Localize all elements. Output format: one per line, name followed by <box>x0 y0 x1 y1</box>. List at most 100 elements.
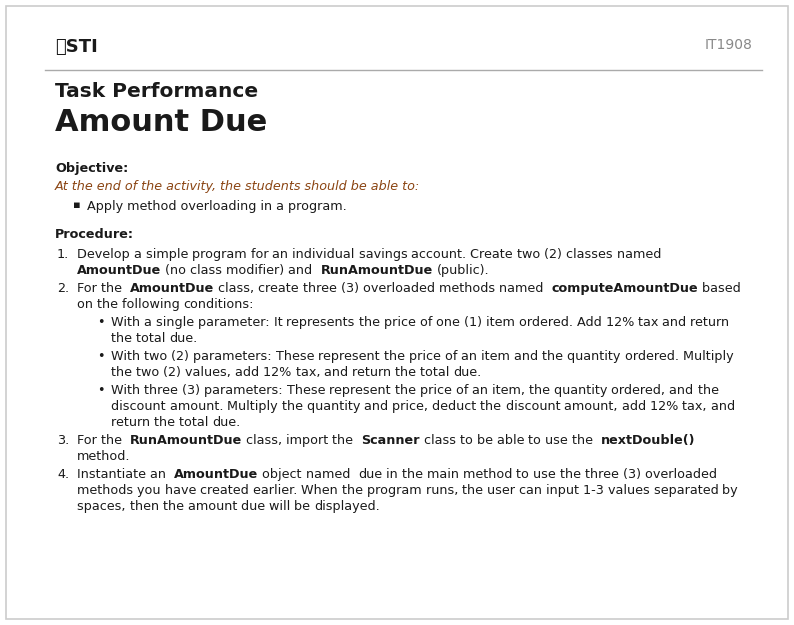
Text: methods: methods <box>439 282 499 295</box>
Text: the: the <box>101 434 126 447</box>
Text: the: the <box>572 434 597 447</box>
Text: the: the <box>342 484 367 497</box>
Text: earlier.: earlier. <box>252 484 301 497</box>
Text: total: total <box>420 366 453 379</box>
Text: spaces,: spaces, <box>77 500 129 513</box>
Text: tax: tax <box>638 316 662 329</box>
Text: item: item <box>481 350 515 363</box>
Text: be: be <box>295 500 314 513</box>
Text: price,: price, <box>392 400 432 413</box>
Text: the: the <box>542 350 567 363</box>
Text: and: and <box>711 400 738 413</box>
Text: and: and <box>288 264 317 277</box>
Text: able: able <box>497 434 528 447</box>
Text: the: the <box>111 366 136 379</box>
Text: (3): (3) <box>182 384 204 397</box>
Text: deduct: deduct <box>432 400 480 413</box>
Text: simple: simple <box>145 248 192 261</box>
Text: by: by <box>723 484 742 497</box>
Text: will: will <box>269 500 295 513</box>
Text: Multiply: Multiply <box>227 400 282 413</box>
Text: 2.: 2. <box>57 282 69 295</box>
Text: following: following <box>122 298 183 311</box>
Text: values: values <box>607 484 653 497</box>
Text: Develop: Develop <box>77 248 133 261</box>
Text: RunAmountDue: RunAmountDue <box>321 264 433 277</box>
Text: amount: amount <box>187 500 241 513</box>
Text: an: an <box>472 384 492 397</box>
Text: 1-3: 1-3 <box>583 484 607 497</box>
Text: the: the <box>101 282 126 295</box>
Text: represent: represent <box>330 384 395 397</box>
Text: class,: class, <box>218 282 258 295</box>
Text: amount,: amount, <box>564 400 622 413</box>
Text: 3.: 3. <box>57 434 69 447</box>
Text: (no: (no <box>165 264 191 277</box>
Text: then: then <box>129 500 163 513</box>
Text: tax,: tax, <box>682 400 711 413</box>
Text: IT1908: IT1908 <box>704 38 752 52</box>
Text: overloaded: overloaded <box>645 468 721 481</box>
Text: the: the <box>333 434 357 447</box>
Text: quantity: quantity <box>554 384 611 397</box>
Text: •: • <box>97 384 105 397</box>
Text: to: to <box>516 468 534 481</box>
Text: quantity: quantity <box>306 400 364 413</box>
Text: savings: savings <box>359 248 411 261</box>
Text: the: the <box>282 400 306 413</box>
Text: values,: values, <box>185 366 235 379</box>
Text: a: a <box>145 316 156 329</box>
Text: the: the <box>395 384 420 397</box>
Text: due.: due. <box>453 366 482 379</box>
Text: and: and <box>515 350 542 363</box>
Text: parameter:: parameter: <box>198 316 274 329</box>
Text: (3): (3) <box>622 468 645 481</box>
Text: Multiply: Multiply <box>683 350 738 363</box>
Text: two: two <box>517 248 545 261</box>
Text: be: be <box>477 434 497 447</box>
Text: the: the <box>560 468 585 481</box>
Text: the: the <box>395 366 420 379</box>
Text: a: a <box>133 248 145 261</box>
Text: program: program <box>192 248 251 261</box>
Text: the: the <box>359 316 384 329</box>
Text: •: • <box>97 350 105 363</box>
Text: Scanner: Scanner <box>361 434 420 447</box>
Text: Procedure:: Procedure: <box>55 228 134 241</box>
Text: in: in <box>386 468 402 481</box>
Text: Apply method overloading in a program.: Apply method overloading in a program. <box>87 200 347 213</box>
Text: to: to <box>460 434 477 447</box>
Text: add: add <box>622 400 649 413</box>
Text: the: the <box>384 350 409 363</box>
Text: program: program <box>367 484 426 497</box>
Text: import: import <box>287 434 333 447</box>
Text: due: due <box>241 500 269 513</box>
Text: discount: discount <box>506 400 564 413</box>
Text: (1): (1) <box>464 316 486 329</box>
Text: ordered.: ordered. <box>625 350 683 363</box>
Text: account.: account. <box>411 248 471 261</box>
Text: class: class <box>191 264 226 277</box>
Text: AmountDue: AmountDue <box>77 264 161 277</box>
Text: amount.: amount. <box>170 400 227 413</box>
Text: add: add <box>235 366 263 379</box>
Text: separated: separated <box>653 484 723 497</box>
Text: due.: due. <box>213 416 241 429</box>
Text: At the end of the activity, the students should be able to:: At the end of the activity, the students… <box>55 180 420 193</box>
Text: for: for <box>251 248 272 261</box>
Text: due: due <box>358 468 382 481</box>
Text: method: method <box>463 468 516 481</box>
Text: the: the <box>163 500 187 513</box>
Text: method.: method. <box>77 450 130 463</box>
Text: single: single <box>156 316 198 329</box>
Text: classes: classes <box>566 248 617 261</box>
Text: due.: due. <box>169 332 198 345</box>
Text: 12%: 12% <box>649 400 682 413</box>
Text: three: three <box>145 384 182 397</box>
Text: AmountDue: AmountDue <box>174 468 258 481</box>
Text: ⓈSTI: ⓈSTI <box>55 38 98 56</box>
Text: the: the <box>97 298 122 311</box>
Text: named: named <box>499 282 547 295</box>
Text: individual: individual <box>292 248 359 261</box>
Text: two: two <box>136 366 164 379</box>
